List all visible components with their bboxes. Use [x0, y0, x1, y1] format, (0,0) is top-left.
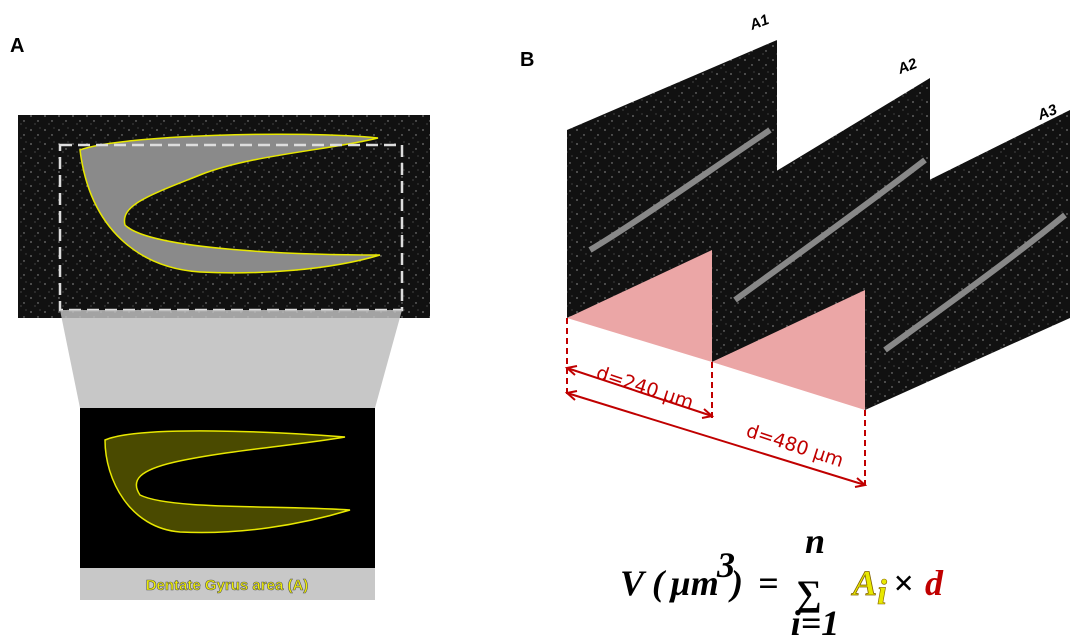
formula: V ( µm 3 ) = ∑ n i=1 A i × d — [620, 521, 944, 643]
distance: d — [925, 563, 944, 603]
panel-label: B — [520, 49, 534, 71]
paren: ( — [652, 563, 667, 603]
equals: = — [758, 563, 779, 603]
times: × — [893, 563, 914, 603]
paren: ) — [728, 563, 743, 603]
panel-label: A — [10, 35, 24, 57]
zoom-projection — [60, 310, 402, 408]
area: A — [851, 563, 877, 603]
sum-lower: i=1 — [791, 603, 840, 643]
area-index: i — [877, 572, 887, 612]
slice-label: A1 — [747, 11, 772, 34]
figure: A Dentate Gyrus area (A) B A1 A2 A3 d=24… — [0, 0, 1074, 643]
slice-label: A2 — [895, 55, 920, 78]
unit: µm — [669, 563, 719, 603]
sum-upper: n — [805, 521, 825, 561]
volume: V — [620, 563, 647, 603]
caption: Dentate Gyrus area (A) — [146, 577, 309, 594]
